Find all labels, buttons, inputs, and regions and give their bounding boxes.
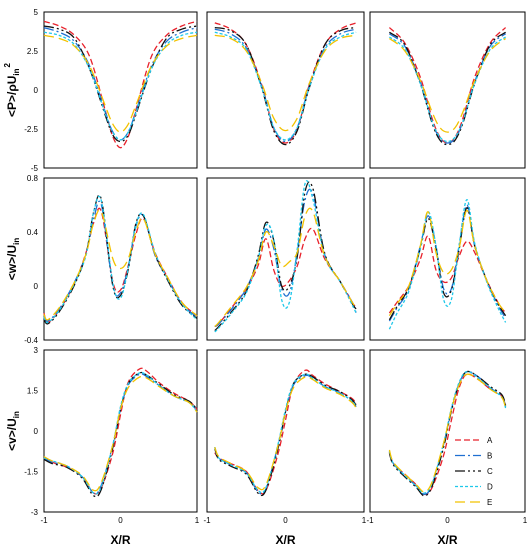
y-axis-label: <w>/Uin (5, 238, 21, 281)
panel-frame-r2-c1 (206, 349, 365, 513)
x-axis-label: X/R (437, 533, 457, 547)
series-line-e-r2-c0 (43, 375, 198, 492)
panel-frame-r2-c0 (43, 349, 198, 513)
series-line-b-r0-c1 (214, 28, 357, 143)
x-tick-label: 0 (283, 516, 288, 525)
series-line-b-r2-c1 (214, 374, 357, 495)
series-line-b-r2-c0 (43, 373, 198, 495)
y-tick-label: 0.4 (27, 228, 39, 237)
x-tick-label: -1 (40, 516, 48, 525)
panel-frame-r0-c2 (369, 11, 526, 169)
series-line-d-r0-c1 (214, 31, 357, 141)
x-tick-label: 0 (445, 516, 450, 525)
x-tick-label: 1 (362, 516, 367, 525)
x-tick-label: 0 (118, 516, 123, 525)
legend-label-d: D (487, 483, 493, 492)
series-line-d-r0-c2 (389, 36, 506, 143)
series-line-d-r1-c2 (388, 198, 507, 330)
series-line-e-r1-c0 (43, 209, 198, 321)
series-line-e-r2-c1 (214, 375, 357, 491)
series-line-b-r0-c0 (43, 26, 198, 141)
series-line-a-r1-c0 (43, 207, 198, 324)
y-tick-label: -1.5 (24, 468, 38, 477)
x-tick-label: -1 (366, 516, 374, 525)
y-axis-label: <v>/Uin (5, 411, 21, 451)
series-line-c-r2-c2 (388, 370, 507, 497)
panel-frame-r0-c0 (43, 11, 198, 169)
y-tick-label: -2.5 (24, 125, 38, 134)
panel-frame-r1-c2 (369, 177, 526, 341)
y-tick-label: 0 (34, 86, 39, 95)
series-line-b-r0-c2 (388, 33, 507, 144)
x-axis-label: X/R (275, 533, 295, 547)
series-line-a-r2-c0 (43, 367, 198, 495)
legend-label-a: A (487, 436, 493, 445)
legend-label-e: E (487, 498, 492, 507)
y-tick-label: 5 (34, 8, 39, 17)
series-line-c-r0-c0 (43, 25, 198, 143)
legend-label-b: B (487, 452, 492, 461)
series-line-b-r1-c0 (43, 200, 198, 322)
panel-frame-r1-c1 (206, 177, 365, 341)
panel-frame-r1-c0 (43, 177, 198, 341)
x-tick-label: 1 (523, 516, 528, 525)
series-line-d-r1-c1 (214, 180, 357, 333)
series-line-a-r2-c1 (214, 369, 357, 495)
series-line-a-r1-c1 (214, 227, 357, 328)
y-tick-label: -0.4 (24, 336, 38, 345)
series-line-e-r0-c1 (214, 34, 357, 132)
series-line-a-r0-c0 (43, 20, 198, 149)
series-line-c-r1-c1 (214, 181, 357, 332)
y-axis-label: <P>/ρUin2 (3, 62, 21, 117)
y-tick-label: 2.5 (27, 47, 39, 56)
y-tick-label: 3 (34, 346, 39, 355)
y-tick-label: -5 (31, 164, 39, 173)
y-tick-label: 0 (34, 427, 39, 436)
series-line-e-r0-c0 (43, 34, 198, 133)
y-tick-label: 1.5 (27, 387, 39, 396)
series-line-e-r1-c2 (388, 209, 507, 317)
series-line-d-r2-c2 (388, 370, 507, 494)
x-tick-label: 1 (195, 516, 200, 525)
x-axis-label: X/R (110, 533, 130, 547)
series-line-b-r1-c2 (388, 204, 507, 322)
series-line-d-r0-c0 (43, 31, 198, 141)
x-tick-label: -1 (203, 516, 211, 525)
series-line-e-r0-c2 (388, 37, 507, 133)
series-line-c-r1-c2 (388, 207, 507, 321)
y-tick-label: 0.8 (27, 174, 39, 183)
y-tick-label: 0 (34, 282, 39, 291)
series-line-c-r2-c0 (43, 371, 198, 498)
series-line-a-r1-c2 (388, 235, 507, 314)
series-line-e-r2-c2 (388, 373, 507, 493)
series-line-c-r0-c1 (214, 26, 357, 146)
panel-frame-r2-c2 (369, 349, 526, 513)
series-line-d-r1-c0 (43, 195, 198, 324)
series-line-d-r2-c0 (43, 371, 198, 495)
series-line-a-r0-c2 (388, 27, 507, 144)
y-tick-label: -3 (31, 508, 39, 517)
panel-frame-r0-c1 (206, 11, 365, 169)
series-line-c-r0-c2 (388, 31, 507, 146)
series-line-e-r1-c1 (214, 207, 357, 327)
series-line-c-r1-c0 (43, 194, 198, 325)
series-line-d-r2-c1 (214, 373, 357, 494)
series-line-c-r2-c1 (214, 373, 357, 497)
legend-label-c: C (487, 467, 493, 476)
